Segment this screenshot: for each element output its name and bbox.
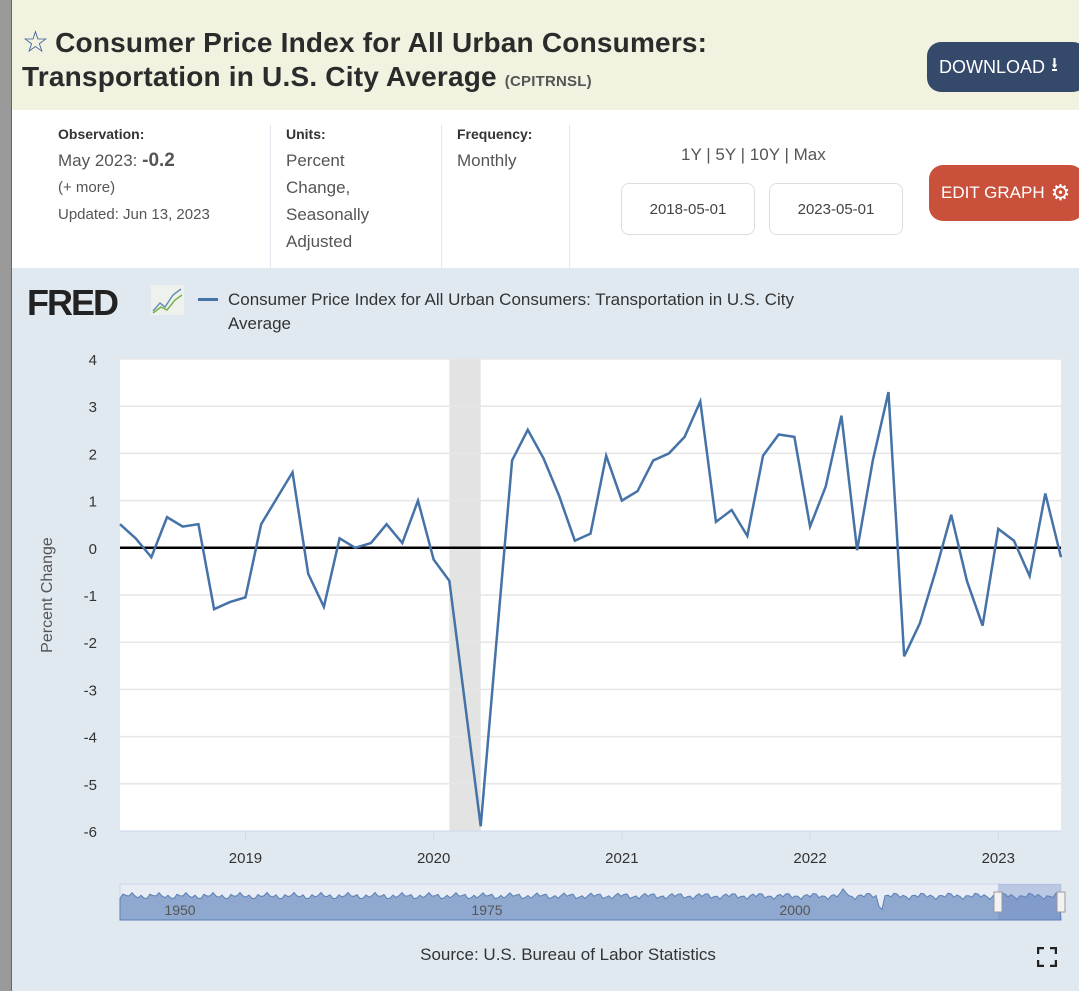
navigator-selection bbox=[998, 884, 1061, 920]
y-axis-label: Percent Change bbox=[39, 537, 56, 653]
legend-label-cont: Average bbox=[228, 314, 292, 333]
chart-logo-icon bbox=[151, 285, 184, 315]
range-1y[interactable]: 1Y bbox=[681, 145, 702, 164]
updated-date: Updated: Jun 13, 2023 bbox=[58, 206, 210, 223]
y-tick-label: 4 bbox=[89, 352, 97, 369]
page-title: ☆ Consumer Price Index for All Urban Cons… bbox=[22, 26, 902, 99]
more-link[interactable]: (+ more) bbox=[58, 179, 116, 196]
end-date-input[interactable]: 2023-05-01 bbox=[769, 183, 903, 235]
edit-graph-button[interactable]: EDIT GRAPH ⚙ bbox=[929, 165, 1079, 221]
legend-swatch bbox=[198, 298, 218, 301]
series-code: (CPITRNSL) bbox=[504, 73, 592, 90]
range-separator: | bbox=[740, 145, 746, 164]
y-tick-label: -4 bbox=[84, 730, 97, 747]
title-line-1: Consumer Price Index for All Urban Consu… bbox=[55, 27, 708, 58]
range-max[interactable]: Max bbox=[793, 145, 826, 164]
y-tick-label: -5 bbox=[84, 777, 97, 794]
y-tick-label: -1 bbox=[84, 588, 97, 605]
divider bbox=[441, 125, 442, 268]
y-tick-label: 2 bbox=[89, 446, 97, 463]
x-tick-label: 2023 bbox=[982, 850, 1015, 867]
fullscreen-icon[interactable] bbox=[1037, 947, 1057, 967]
range-10y[interactable]: 10Y bbox=[749, 145, 780, 164]
observation-label: Observation: bbox=[58, 126, 145, 142]
range-separator: | bbox=[706, 145, 711, 164]
observation-date: May 2023: bbox=[58, 151, 138, 170]
star-outline-icon[interactable]: ☆ bbox=[22, 26, 50, 59]
x-tick-label: 2020 bbox=[417, 850, 450, 867]
y-tick-label: -2 bbox=[84, 635, 97, 652]
navigator-tick-label: 1950 bbox=[164, 902, 195, 918]
units-line: Seasonally bbox=[286, 205, 370, 224]
units-line: Adjusted bbox=[286, 232, 353, 251]
range-selector: 1Y | 5Y | 10Y | Max bbox=[681, 145, 826, 165]
navigator-tick-label: 1975 bbox=[471, 902, 502, 918]
x-tick-label: 2019 bbox=[229, 850, 262, 867]
fred-logo-text: FRED bbox=[27, 282, 119, 323]
download-button[interactable]: DOWNLOAD ⭳ bbox=[927, 42, 1079, 92]
frequency-label: Frequency: bbox=[457, 126, 533, 142]
x-tick-label: 2022 bbox=[793, 850, 826, 867]
y-tick-label: -6 bbox=[84, 824, 97, 841]
download-icon: ⭳ bbox=[1051, 54, 1059, 76]
y-tick-label: -3 bbox=[84, 682, 97, 699]
navigator-series bbox=[119, 887, 1062, 921]
start-date-input[interactable]: 2018-05-01 bbox=[621, 183, 755, 235]
units-label: Units: bbox=[286, 126, 326, 142]
divider bbox=[270, 125, 271, 268]
chart-legend: Consumer Price Index for All Urban Consu… bbox=[198, 288, 878, 336]
series-info: Observation: May 2023: -0.2 (+ more) Upd… bbox=[12, 110, 1079, 268]
units-block: Units: Percent Change, Seasonally Adjust… bbox=[286, 125, 436, 268]
chart-source: Source: U.S. Bureau of Labor Statistics bbox=[420, 945, 716, 964]
window-edge bbox=[0, 0, 12, 991]
navigator-handle[interactable] bbox=[993, 891, 1003, 913]
legend-label: Consumer Price Index for All Urban Consu… bbox=[228, 290, 794, 309]
series-header: ☆ Consumer Price Index for All Urban Cons… bbox=[12, 0, 1079, 110]
units-line: Change, bbox=[286, 178, 351, 197]
y-tick-label: 3 bbox=[89, 399, 97, 416]
title-line-2: Transportation in U.S. City Average bbox=[22, 61, 497, 92]
navigator-handle[interactable] bbox=[1056, 891, 1066, 913]
navigator-tick-label: 2000 bbox=[779, 902, 810, 918]
x-tick-label: 2021 bbox=[605, 850, 638, 867]
y-tick-label: 0 bbox=[89, 541, 97, 558]
range-5y[interactable]: 5Y bbox=[715, 145, 736, 164]
range-separator: | bbox=[784, 145, 789, 164]
fred-logo: FRED bbox=[27, 282, 119, 324]
observation-block: Observation: May 2023: -0.2 (+ more) Upd… bbox=[58, 125, 268, 268]
y-tick-label: 1 bbox=[89, 494, 97, 511]
frequency-value: Monthly bbox=[457, 151, 517, 170]
edit-graph-label: EDIT GRAPH bbox=[941, 183, 1045, 202]
divider bbox=[569, 125, 570, 268]
units-line: Percent bbox=[286, 151, 345, 170]
frequency-block: Frequency: Monthly bbox=[457, 125, 567, 268]
observation-value: -0.2 bbox=[142, 150, 175, 171]
series-line bbox=[119, 391, 1063, 827]
gear-icon: ⚙ bbox=[1050, 180, 1071, 205]
download-label: DOWNLOAD bbox=[939, 56, 1046, 77]
